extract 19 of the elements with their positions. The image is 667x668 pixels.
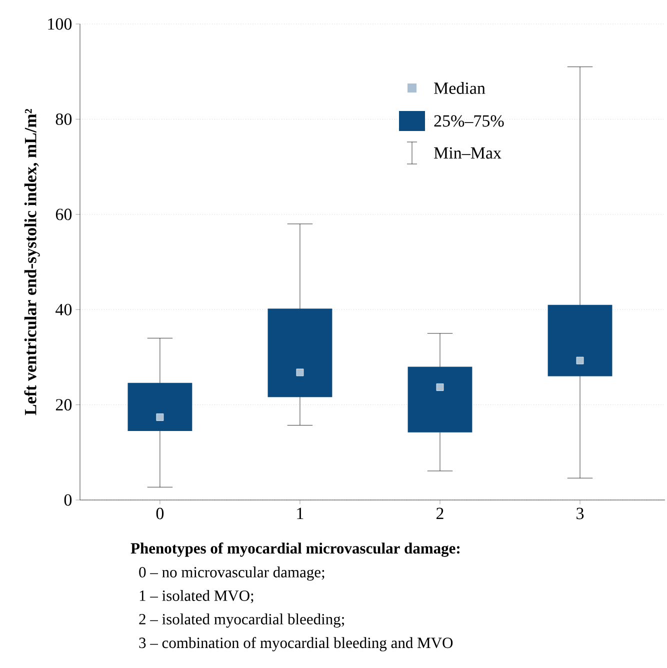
annotation: Min–Max: [434, 147, 502, 159]
x-tick-label: 0: [156, 508, 164, 520]
text: 3 – combination of myocardial bleeding and MVO: [139, 637, 453, 652]
x-tick-label: 3: [576, 508, 584, 520]
annotation: 25%–75%: [434, 115, 504, 127]
annotation: Median: [434, 82, 486, 94]
y-tick-label: 20: [56, 399, 72, 411]
text: 0 – no microvascular damage;: [139, 566, 324, 581]
y-tick-label: 0: [64, 494, 72, 506]
text: 1 – isolated MVO;: [140, 590, 254, 604]
x-tick-label: 1: [297, 508, 304, 520]
y-tick-label: 60: [56, 208, 72, 220]
text: 2 – isolated myocardial bleeding;: [139, 614, 344, 628]
y-tick-label: 40: [56, 304, 72, 316]
y-axis-title: Left ventricular end-systolic index, mL/m²: [24, 108, 40, 416]
y-tick-label: 100: [48, 18, 72, 30]
x-axis-title: Phenotypes of myocardial microvascular damage:: [130, 542, 460, 557]
y-tick-label: 80: [56, 113, 72, 125]
x-tick-label: 2: [436, 508, 444, 520]
